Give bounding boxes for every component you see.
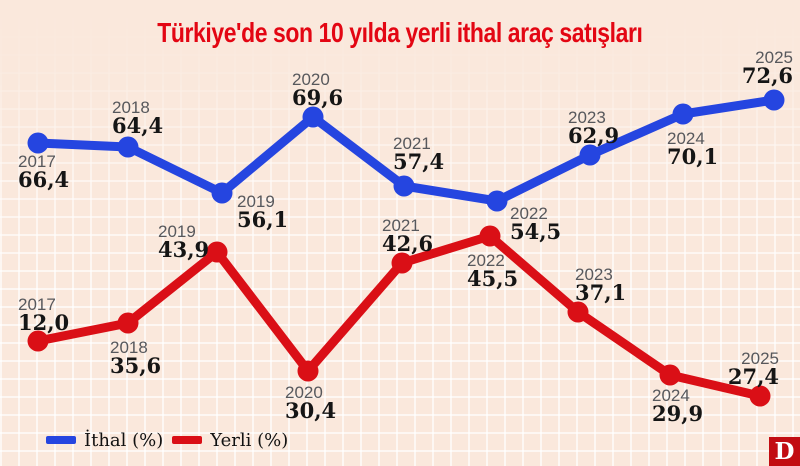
yerli-year-label-2022: 2022 (467, 251, 505, 270)
ithal-value-label-2023: 62,9 (568, 123, 619, 148)
ithal-year-label-2018: 2018 (112, 98, 150, 117)
ithal-point-2022 (486, 190, 508, 212)
yerli-value-label-2025: 27,4 (728, 364, 779, 389)
yerli-value-label-2023: 37,1 (575, 280, 626, 305)
yerli-point-2025 (749, 385, 771, 407)
ithal-point-2025 (763, 89, 785, 111)
ithal-year-label-2025: 2025 (755, 48, 793, 67)
ithal-value-label-2019: 56,1 (237, 207, 288, 232)
yerli-value-label-2018: 35,6 (110, 353, 161, 378)
yerli-point-2020 (297, 360, 319, 382)
legend: İthal (%) Yerli (%) (46, 427, 288, 453)
legend-item-ithal: İthal (%) (46, 430, 163, 451)
yerli-year-label-2023: 2023 (575, 265, 613, 284)
ithal-legend-label: İthal (%) (84, 429, 164, 451)
yerli-year-label-2019: 2019 (158, 222, 196, 241)
yerli-year-label-2025: 2025 (741, 349, 779, 368)
chart-title-text: Türkiye'de son 10 yılda yerli ithal araç… (157, 17, 643, 48)
ithal-year-label-2021: 2021 (393, 134, 431, 153)
yerli-year-label-2021: 2021 (382, 216, 420, 235)
ithal-year-label-2017: 2017 (18, 152, 56, 171)
publisher-logo: D (769, 437, 800, 466)
yerli-legend-label: Yerli (%) (210, 429, 289, 451)
ithal-point-2018 (117, 136, 139, 158)
ithal-point-2020 (302, 106, 324, 128)
yerli-value-label-2024: 29,9 (652, 401, 703, 426)
yerli-value-label-2022: 45,5 (467, 266, 518, 291)
ithal-year-label-2020: 2020 (292, 70, 330, 89)
yerli-value-label-2020: 30,4 (285, 398, 336, 423)
chart-title: Türkiye'de son 10 yılda yerli ithal araç… (0, 17, 800, 49)
ithal-year-label-2023: 2023 (568, 108, 606, 127)
legend-item-yerli: Yerli (%) (172, 430, 288, 451)
ithal-point-2024 (672, 103, 694, 125)
ithal-value-label-2025: 72,6 (742, 63, 793, 88)
ithal-year-label-2022: 2022 (510, 204, 548, 223)
yerli-point-2022 (479, 225, 501, 247)
yerli-year-label-2018: 2018 (110, 338, 148, 357)
yerli-point-2023 (567, 301, 589, 323)
yerli-point-2018 (117, 312, 139, 334)
yerli-point-2021 (391, 252, 413, 274)
ithal-value-label-2020: 69,6 (292, 85, 343, 110)
yerli-color-swatch (172, 436, 203, 444)
yerli-value-label-2019: 43,9 (158, 237, 209, 262)
yerli-year-label-2020: 2020 (285, 383, 323, 402)
ithal-point-2019 (211, 182, 233, 204)
ithal-color-swatch (46, 436, 76, 444)
ithal-value-label-2021: 57,4 (393, 149, 444, 174)
ithal-value-label-2018: 64,4 (112, 113, 163, 138)
ithal-point-2023 (579, 144, 601, 166)
ithal-value-label-2022: 54,5 (510, 219, 561, 244)
yerli-value-label-2021: 42,6 (382, 231, 433, 256)
yerli-year-label-2017: 2017 (18, 295, 56, 314)
ithal-year-label-2019: 2019 (237, 192, 275, 211)
yerli-point-2019 (206, 241, 228, 263)
yerli-value-label-2017: 12,0 (18, 310, 69, 335)
ithal-point-2021 (393, 175, 415, 197)
yerli-year-label-2024: 2024 (652, 386, 690, 405)
ithal-value-label-2024: 70,1 (667, 144, 718, 169)
ithal-year-label-2024: 2024 (667, 129, 705, 148)
yerli-point-2017 (27, 330, 49, 352)
ithal-point-2017 (27, 132, 49, 154)
ithal-value-label-2017: 66,4 (18, 167, 69, 192)
yerli-point-2024 (659, 364, 681, 386)
